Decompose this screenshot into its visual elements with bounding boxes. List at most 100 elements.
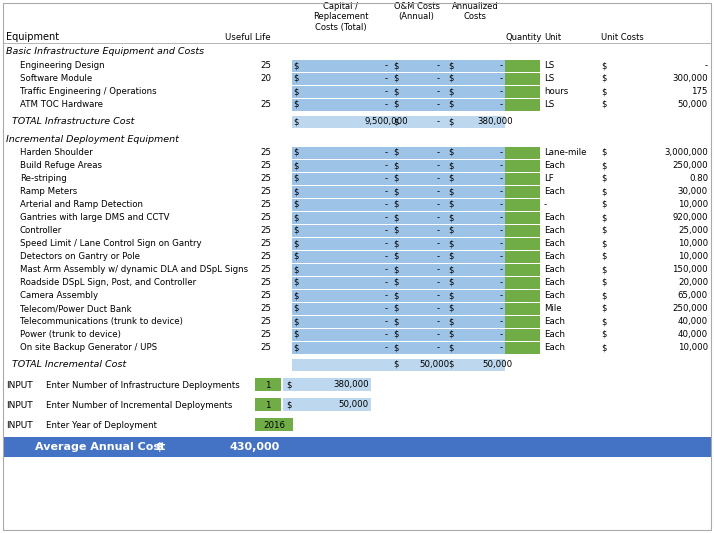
- Text: $: $: [448, 61, 453, 70]
- Text: 50,000: 50,000: [483, 360, 513, 369]
- Text: $: $: [393, 213, 398, 222]
- Text: INPUT: INPUT: [6, 381, 33, 390]
- Text: -: -: [437, 213, 440, 222]
- Text: $: $: [448, 360, 453, 369]
- Text: -: -: [500, 278, 503, 287]
- Text: Each: Each: [544, 291, 565, 300]
- Text: -: -: [500, 317, 503, 326]
- Text: 50,000: 50,000: [420, 360, 450, 369]
- Bar: [505, 289, 540, 302]
- Text: -: -: [500, 226, 503, 235]
- Text: $: $: [293, 265, 298, 274]
- Text: 380,000: 380,000: [333, 381, 369, 390]
- Text: -: -: [385, 174, 388, 183]
- Text: 430,000: 430,000: [230, 442, 281, 452]
- Text: Engineering Design: Engineering Design: [20, 61, 105, 70]
- Text: Arterial and Ramp Detection: Arterial and Ramp Detection: [20, 200, 143, 209]
- Bar: [505, 159, 540, 172]
- Text: 25: 25: [260, 330, 271, 339]
- Text: Each: Each: [544, 226, 565, 235]
- Text: -: -: [500, 74, 503, 83]
- Text: $: $: [601, 343, 606, 352]
- Text: $: $: [393, 148, 398, 157]
- Text: $: $: [393, 174, 398, 183]
- Text: 20: 20: [260, 74, 271, 83]
- Text: 250,000: 250,000: [673, 304, 708, 313]
- Text: $: $: [448, 100, 453, 109]
- Text: $: $: [393, 61, 398, 70]
- Text: 25: 25: [260, 265, 271, 274]
- Text: -: -: [500, 291, 503, 300]
- Text: $: $: [448, 278, 453, 287]
- Text: -: -: [437, 187, 440, 196]
- Bar: [505, 316, 540, 328]
- Text: $: $: [601, 148, 606, 157]
- Text: LS: LS: [544, 61, 554, 70]
- Text: $: $: [293, 213, 298, 222]
- Text: Each: Each: [544, 278, 565, 287]
- Text: $: $: [601, 74, 606, 83]
- Text: 30,000: 30,000: [678, 187, 708, 196]
- Bar: [505, 99, 540, 111]
- Text: 150,000: 150,000: [673, 265, 708, 274]
- Bar: [292, 342, 505, 354]
- Text: Each: Each: [544, 187, 565, 196]
- Text: Mile: Mile: [544, 304, 562, 313]
- Text: $: $: [293, 174, 298, 183]
- Text: $: $: [293, 291, 298, 300]
- Text: $: $: [393, 87, 398, 96]
- Text: Build Refuge Areas: Build Refuge Areas: [20, 161, 102, 170]
- Text: -: -: [385, 213, 388, 222]
- Text: -: -: [437, 239, 440, 248]
- Text: 25: 25: [260, 148, 271, 157]
- Text: 25: 25: [260, 174, 271, 183]
- Text: -: -: [437, 304, 440, 313]
- Text: Incremental Deployment Equipment: Incremental Deployment Equipment: [6, 134, 179, 143]
- Text: 0.80: 0.80: [689, 174, 708, 183]
- Text: Unit: Unit: [544, 33, 561, 42]
- Text: On site Backup Generator / UPS: On site Backup Generator / UPS: [20, 343, 157, 352]
- Text: $: $: [448, 291, 453, 300]
- Text: INPUT: INPUT: [6, 400, 33, 409]
- Text: Unit Costs: Unit Costs: [601, 33, 644, 42]
- Text: INPUT: INPUT: [6, 421, 33, 430]
- Text: $: $: [601, 265, 606, 274]
- Text: $: $: [448, 174, 453, 183]
- Text: $: $: [601, 187, 606, 196]
- Text: -: -: [437, 265, 440, 274]
- Text: -: -: [437, 330, 440, 339]
- Bar: [505, 277, 540, 289]
- Text: -: -: [500, 187, 503, 196]
- Text: Controller: Controller: [20, 226, 62, 235]
- Bar: [505, 212, 540, 224]
- Text: -: -: [437, 161, 440, 170]
- Text: Average Annual Cost: Average Annual Cost: [35, 442, 165, 452]
- Text: Traffic Engineering / Operations: Traffic Engineering / Operations: [20, 87, 156, 96]
- Text: 50,000: 50,000: [339, 400, 369, 409]
- Bar: [505, 185, 540, 198]
- Text: $: $: [393, 161, 398, 170]
- Text: -: -: [500, 330, 503, 339]
- Bar: [292, 198, 505, 211]
- Text: 1: 1: [265, 381, 271, 390]
- Text: $: $: [448, 317, 453, 326]
- Bar: [292, 328, 505, 341]
- Text: $: $: [448, 161, 453, 170]
- Text: -: -: [500, 304, 503, 313]
- Text: $: $: [393, 100, 398, 109]
- Text: Each: Each: [544, 161, 565, 170]
- Text: LS: LS: [544, 74, 554, 83]
- Text: -: -: [437, 148, 440, 157]
- Bar: [505, 328, 540, 341]
- Text: Harden Shoulder: Harden Shoulder: [20, 148, 93, 157]
- Bar: [255, 378, 281, 391]
- Text: Power (trunk to device): Power (trunk to device): [20, 330, 121, 339]
- Text: Ramp Meters: Ramp Meters: [20, 187, 77, 196]
- Text: $: $: [448, 252, 453, 261]
- Text: $: $: [293, 239, 298, 248]
- Text: $: $: [601, 304, 606, 313]
- Text: $: $: [448, 226, 453, 235]
- Text: Each: Each: [544, 343, 565, 352]
- Text: $: $: [601, 291, 606, 300]
- Bar: [505, 72, 540, 85]
